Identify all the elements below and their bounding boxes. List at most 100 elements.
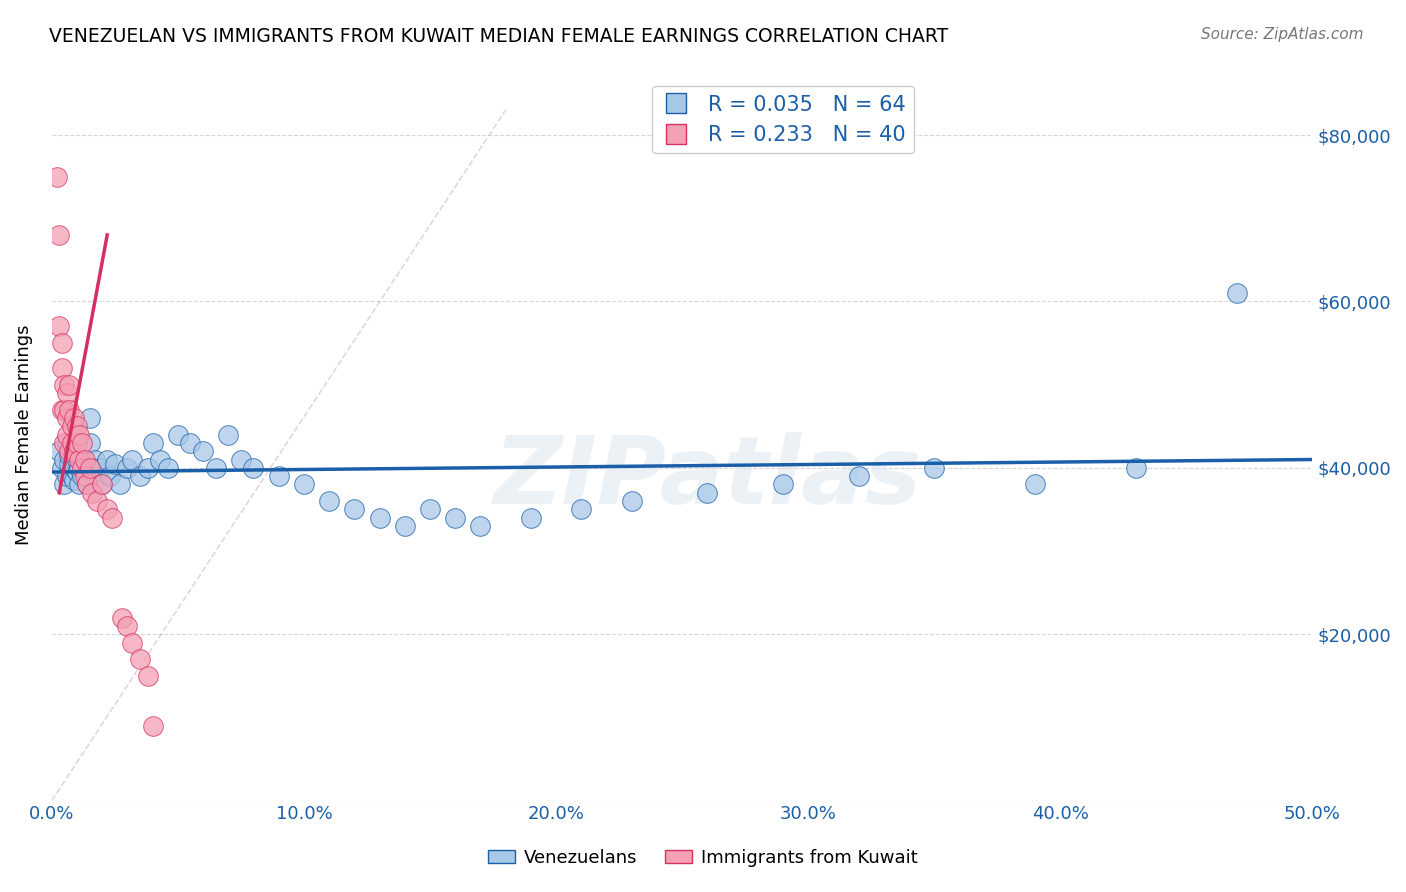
Point	[79, 436, 101, 450]
Point	[101, 510, 124, 524]
Point	[53, 402, 76, 417]
Point	[51, 402, 73, 417]
Point	[58, 457, 80, 471]
Text: Source: ZipAtlas.com: Source: ZipAtlas.com	[1201, 27, 1364, 42]
Point	[229, 452, 252, 467]
Point	[69, 477, 91, 491]
Point	[86, 494, 108, 508]
Point	[129, 469, 152, 483]
Point	[51, 361, 73, 376]
Point	[696, 485, 718, 500]
Point	[63, 460, 86, 475]
Point	[48, 444, 70, 458]
Point	[142, 719, 165, 733]
Point	[772, 477, 794, 491]
Point	[89, 460, 111, 475]
Point	[91, 477, 114, 491]
Point	[96, 502, 118, 516]
Point	[58, 377, 80, 392]
Point	[121, 635, 143, 649]
Point	[66, 419, 89, 434]
Point	[63, 411, 86, 425]
Point	[58, 449, 80, 463]
Point	[922, 460, 945, 475]
Point	[53, 452, 76, 467]
Point	[267, 469, 290, 483]
Point	[156, 460, 179, 475]
Point	[86, 465, 108, 479]
Point	[111, 610, 134, 624]
Point	[83, 452, 105, 467]
Point	[848, 469, 870, 483]
Point	[60, 436, 83, 450]
Point	[53, 436, 76, 450]
Point	[191, 444, 214, 458]
Point	[149, 452, 172, 467]
Point	[104, 457, 127, 471]
Point	[242, 460, 264, 475]
Point	[318, 494, 340, 508]
Point	[63, 444, 86, 458]
Point	[58, 402, 80, 417]
Point	[70, 460, 93, 475]
Point	[56, 411, 79, 425]
Point	[53, 477, 76, 491]
Point	[117, 619, 139, 633]
Point	[56, 469, 79, 483]
Point	[66, 452, 89, 467]
Point	[520, 510, 543, 524]
Point	[60, 469, 83, 483]
Point	[70, 436, 93, 450]
Point	[179, 436, 201, 450]
Point	[1125, 460, 1147, 475]
Point	[136, 460, 159, 475]
Point	[96, 452, 118, 467]
Legend: Venezuelans, Immigrants from Kuwait: Venezuelans, Immigrants from Kuwait	[481, 842, 925, 874]
Point	[91, 477, 114, 491]
Point	[60, 419, 83, 434]
Point	[569, 502, 592, 516]
Legend: R = 0.035   N = 64, R = 0.233   N = 40: R = 0.035 N = 64, R = 0.233 N = 40	[652, 87, 914, 153]
Point	[79, 460, 101, 475]
Point	[73, 460, 96, 475]
Point	[45, 169, 67, 184]
Point	[69, 460, 91, 475]
Point	[368, 510, 391, 524]
Y-axis label: Median Female Earnings: Median Female Earnings	[15, 325, 32, 545]
Point	[48, 319, 70, 334]
Point	[108, 477, 131, 491]
Point	[166, 427, 188, 442]
Point	[80, 460, 103, 475]
Point	[51, 460, 73, 475]
Point	[69, 427, 91, 442]
Point	[70, 469, 93, 483]
Point	[70, 452, 93, 467]
Text: VENEZUELAN VS IMMIGRANTS FROM KUWAIT MEDIAN FEMALE EARNINGS CORRELATION CHART: VENEZUELAN VS IMMIGRANTS FROM KUWAIT MED…	[49, 27, 949, 45]
Point	[51, 336, 73, 351]
Point	[66, 465, 89, 479]
Point	[444, 510, 467, 524]
Point	[56, 427, 79, 442]
Point	[76, 477, 98, 491]
Point	[121, 452, 143, 467]
Point	[76, 477, 98, 491]
Point	[142, 436, 165, 450]
Point	[1226, 286, 1249, 301]
Point	[66, 436, 89, 450]
Point	[63, 473, 86, 487]
Point	[217, 427, 239, 442]
Point	[343, 502, 366, 516]
Point	[60, 444, 83, 458]
Point	[98, 469, 121, 483]
Point	[58, 444, 80, 458]
Point	[73, 469, 96, 483]
Point	[69, 452, 91, 467]
Point	[620, 494, 643, 508]
Point	[56, 386, 79, 401]
Point	[129, 652, 152, 666]
Point	[470, 519, 492, 533]
Point	[73, 452, 96, 467]
Point	[80, 485, 103, 500]
Point	[48, 227, 70, 242]
Point	[1024, 477, 1046, 491]
